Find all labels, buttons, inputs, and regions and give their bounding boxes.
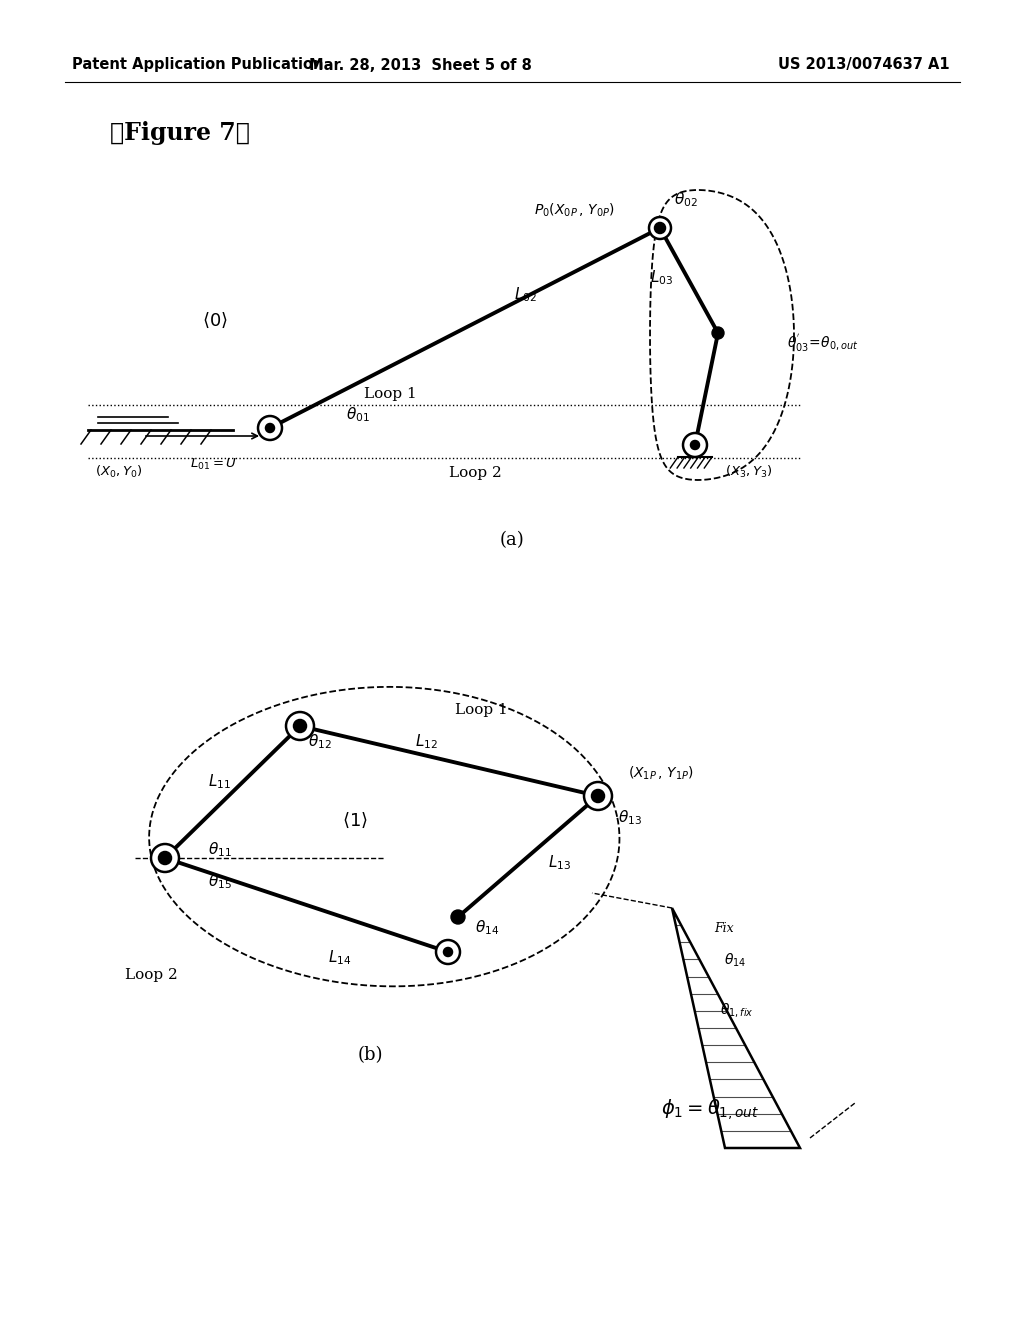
Text: $L_{12}$: $L_{12}$ [415, 733, 438, 751]
Text: $\left(X_{1P}\,,\,Y_{1P}\right)$: $\left(X_{1P}\,,\,Y_{1P}\right)$ [628, 764, 694, 781]
Text: $\theta_{1,fix}$: $\theta_{1,fix}$ [720, 1001, 754, 1019]
Circle shape [151, 843, 179, 873]
Text: $L_{01}=U$: $L_{01}=U$ [190, 457, 238, 471]
Circle shape [294, 719, 306, 733]
Circle shape [451, 909, 465, 924]
Text: Loop 1: Loop 1 [455, 704, 508, 717]
Text: Patent Application Publication: Patent Application Publication [72, 58, 324, 73]
Text: $\langle 0 \rangle$: $\langle 0 \rangle$ [202, 310, 228, 330]
Text: $\theta_{11}$: $\theta_{11}$ [208, 841, 231, 859]
Circle shape [258, 416, 282, 440]
Text: $\phi_1=\theta_{1,out}$: $\phi_1=\theta_{1,out}$ [660, 1097, 759, 1122]
Text: $\left(X_3,Y_3\right)$: $\left(X_3,Y_3\right)$ [725, 463, 773, 480]
Text: $\theta_{03}^{'}\!=\!\theta_{0,out}$: $\theta_{03}^{'}\!=\!\theta_{0,out}$ [787, 333, 859, 354]
Text: $\theta_{12}$: $\theta_{12}$ [308, 733, 332, 751]
Text: US 2013/0074637 A1: US 2013/0074637 A1 [778, 58, 950, 73]
Text: Fix: Fix [714, 921, 733, 935]
Text: $\left(X_0,Y_0\right)$: $\left(X_0,Y_0\right)$ [95, 463, 142, 480]
Text: $L_{02}$: $L_{02}$ [513, 285, 537, 305]
Circle shape [649, 216, 671, 239]
Circle shape [691, 441, 699, 449]
Circle shape [286, 711, 314, 741]
Text: (a): (a) [500, 531, 524, 549]
Text: $\theta_{13}$: $\theta_{13}$ [618, 809, 642, 828]
Text: $\theta_{14}$: $\theta_{14}$ [724, 952, 746, 969]
Text: Loop 2: Loop 2 [125, 968, 178, 982]
Text: (b): (b) [357, 1045, 383, 1064]
Text: $\langle 1 \rangle$: $\langle 1 \rangle$ [342, 810, 368, 829]
Circle shape [655, 223, 665, 234]
Text: Loop 1: Loop 1 [364, 387, 417, 401]
Text: $L_{13}$: $L_{13}$ [548, 854, 571, 873]
Text: $L_{03}$: $L_{03}$ [650, 269, 674, 288]
Text: $L_{14}$: $L_{14}$ [329, 949, 351, 968]
Circle shape [683, 433, 707, 457]
Text: $P_0\left(X_{0P}\,,\,Y_{0P}\right)$: $P_0\left(X_{0P}\,,\,Y_{0P}\right)$ [535, 201, 615, 219]
Text: Mar. 28, 2013  Sheet 5 of 8: Mar. 28, 2013 Sheet 5 of 8 [308, 58, 531, 73]
Text: Loop 2: Loop 2 [449, 466, 502, 480]
Text: $L_{11}$: $L_{11}$ [208, 772, 231, 792]
Circle shape [159, 851, 171, 865]
Circle shape [436, 940, 460, 964]
Circle shape [266, 424, 274, 432]
Text: $\theta_{14}$: $\theta_{14}$ [475, 919, 500, 937]
Text: $\theta_{02}$: $\theta_{02}$ [674, 190, 698, 210]
Circle shape [584, 781, 612, 810]
Circle shape [592, 789, 604, 803]
Circle shape [712, 327, 724, 339]
Circle shape [444, 948, 452, 956]
Text: 【Figure 7】: 【Figure 7】 [110, 121, 250, 145]
Text: $\theta_{15}$: $\theta_{15}$ [208, 873, 231, 891]
Text: $\theta_{01}$: $\theta_{01}$ [346, 405, 370, 424]
